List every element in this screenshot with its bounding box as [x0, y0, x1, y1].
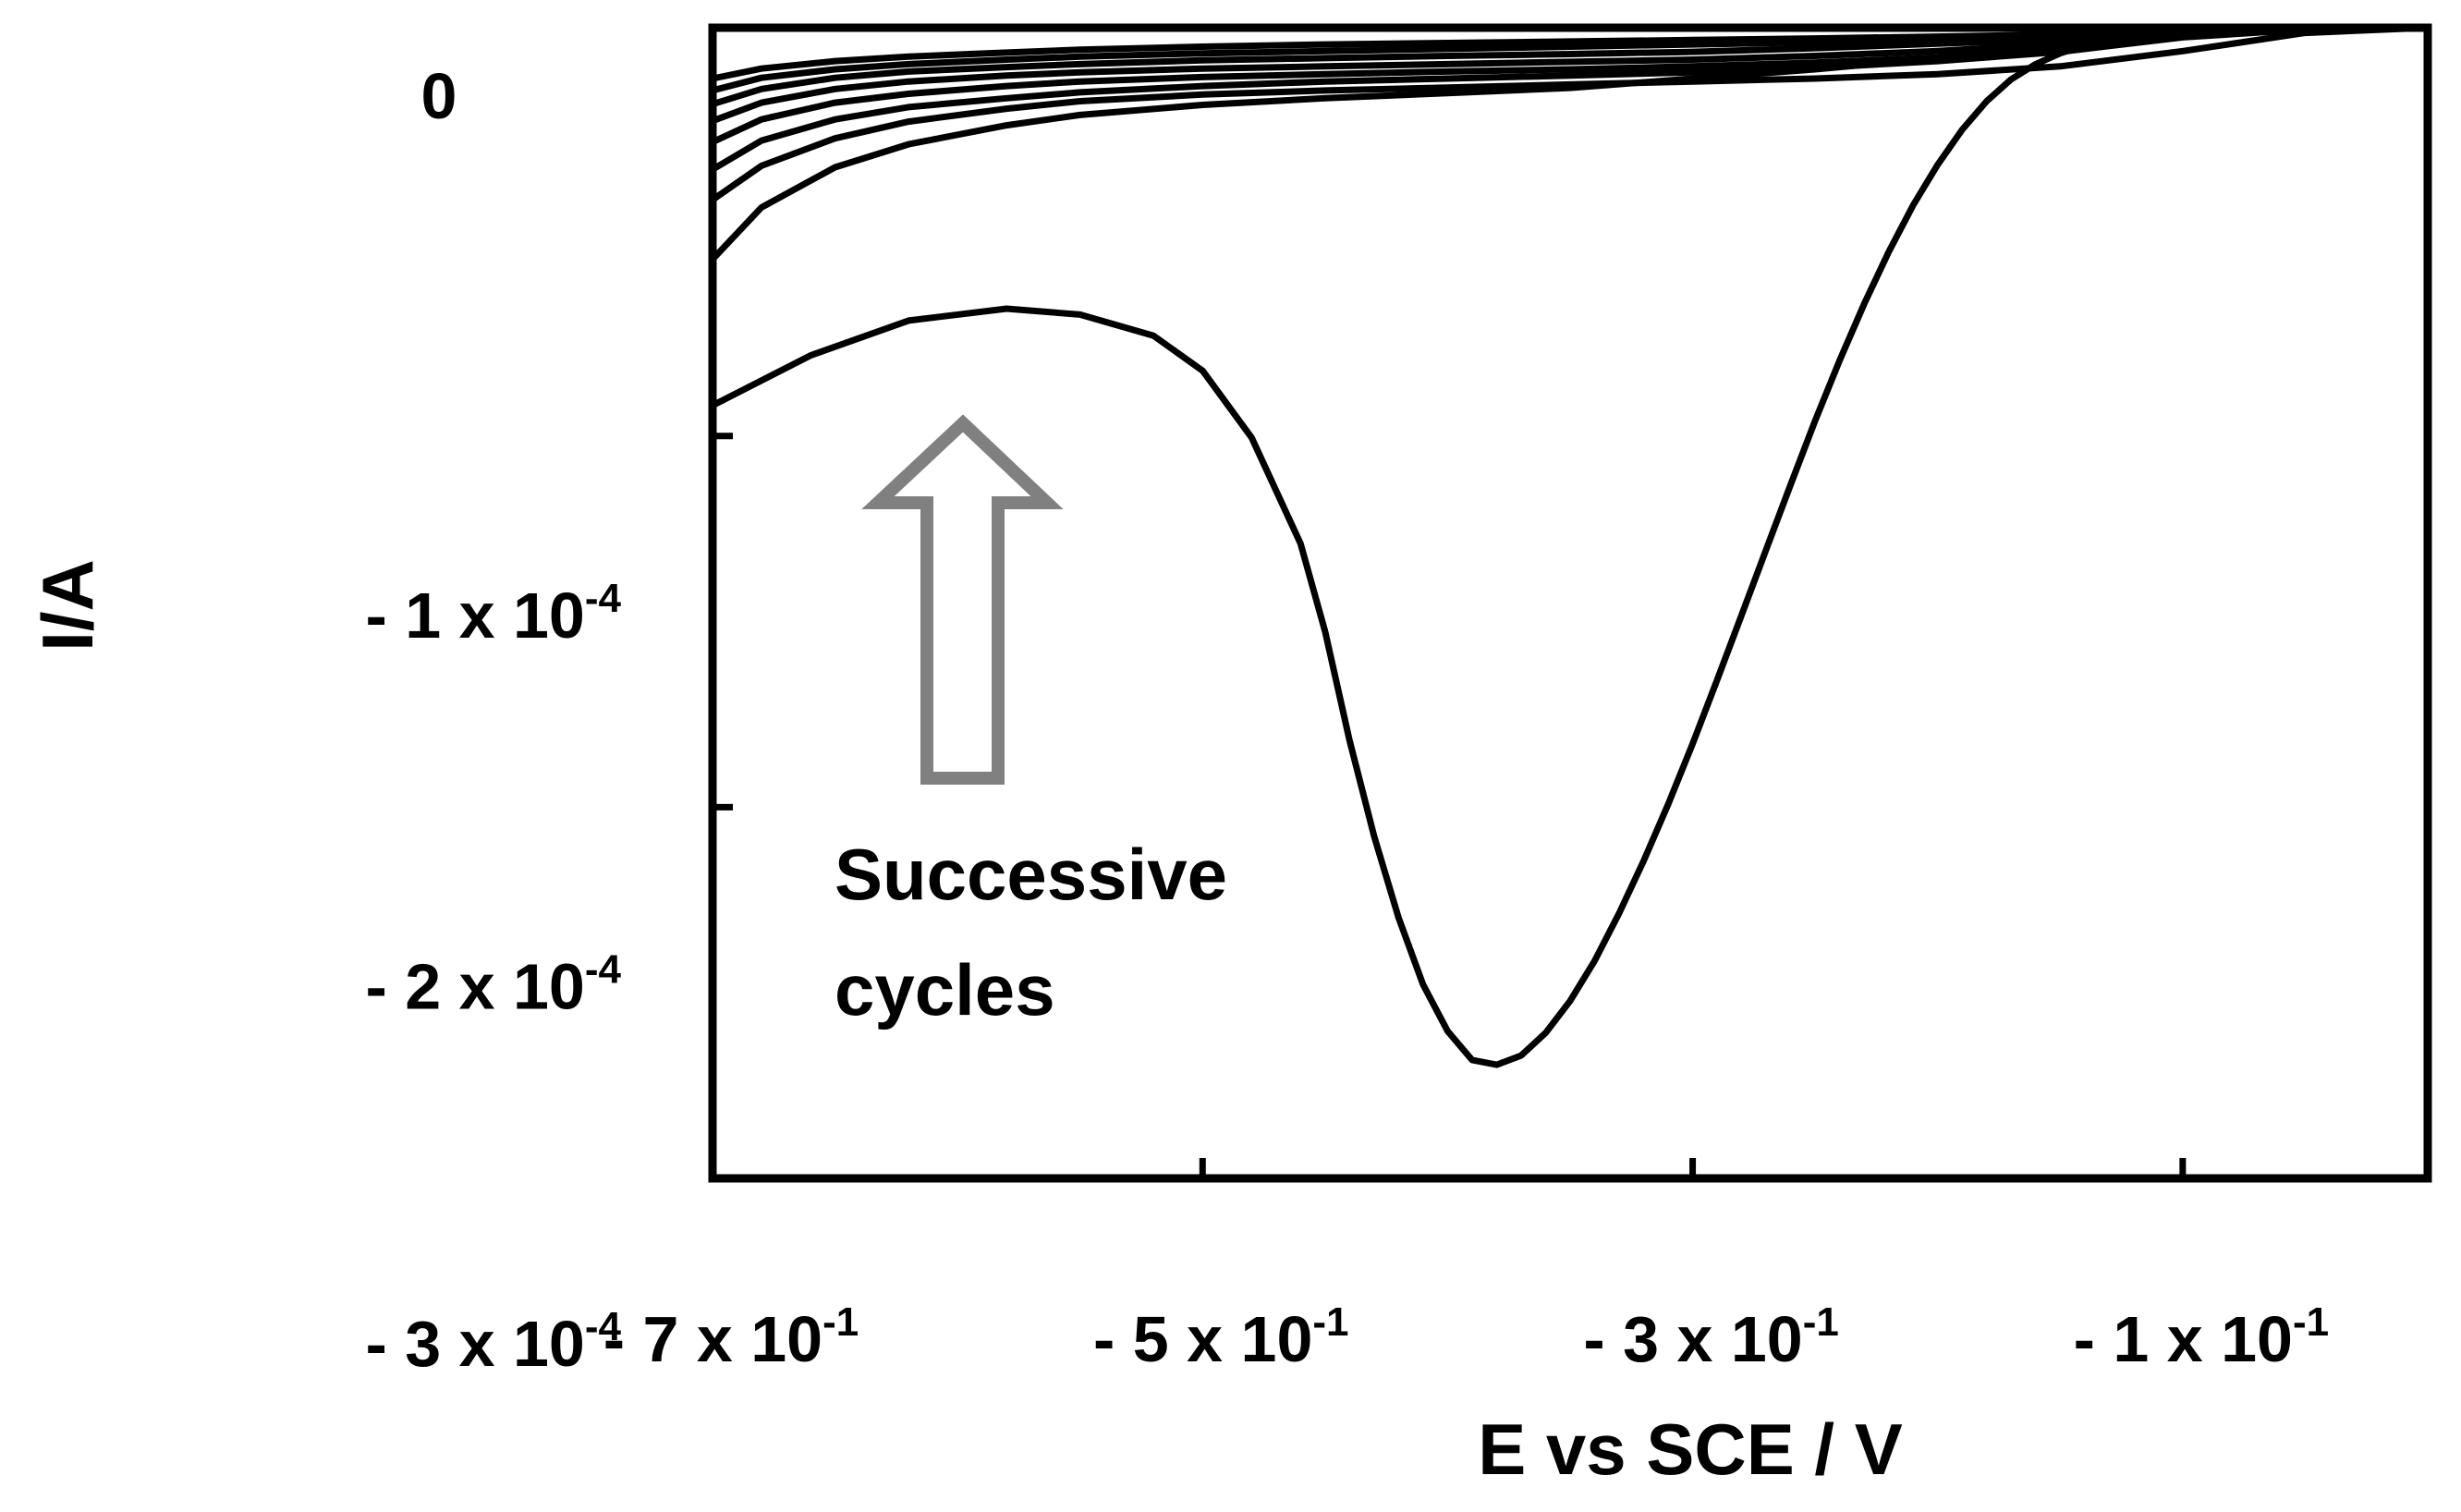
ticks-layer: - 7 x 10-1 - 5 x 10-1 - 3 x 10-1 - 1 x 10-1… [365, 60, 2329, 1380]
x-tick-label-3: - 1 x 10-1 [2074, 1299, 2330, 1375]
series-line-cycle-5 [709, 24, 2431, 146]
annotation-successive: Successive [835, 834, 1227, 915]
successive-cycles-arrow-icon [861, 414, 1064, 785]
series-line-cycle-3 [709, 24, 2431, 203]
annotation-cycles: cycles [835, 949, 1055, 1030]
x-tick-label-1: - 5 x 10-1 [1093, 1299, 1349, 1375]
series-line-cycle-9 [709, 24, 2431, 82]
y-tick-label-3: - 3 x 10-4 [365, 1304, 621, 1380]
y-tick-label-0: 0 [421, 60, 457, 132]
series-line-cycle-6 [709, 24, 2431, 125]
x-tick-label-0: - 7 x 10-1 [603, 1299, 859, 1375]
y-tick-label-1: - 1 x 10-4 [365, 576, 621, 652]
plot-frame [708, 23, 2432, 1183]
y-tick-label-2: - 2 x 10-4 [365, 946, 621, 1022]
x-axis-title: E vs SCE / V [1478, 1408, 1903, 1490]
series-layer [709, 24, 2431, 1068]
y-axis-title: I/A [27, 559, 108, 652]
x-tick-label-2: - 3 x 10-1 [1583, 1299, 1839, 1375]
